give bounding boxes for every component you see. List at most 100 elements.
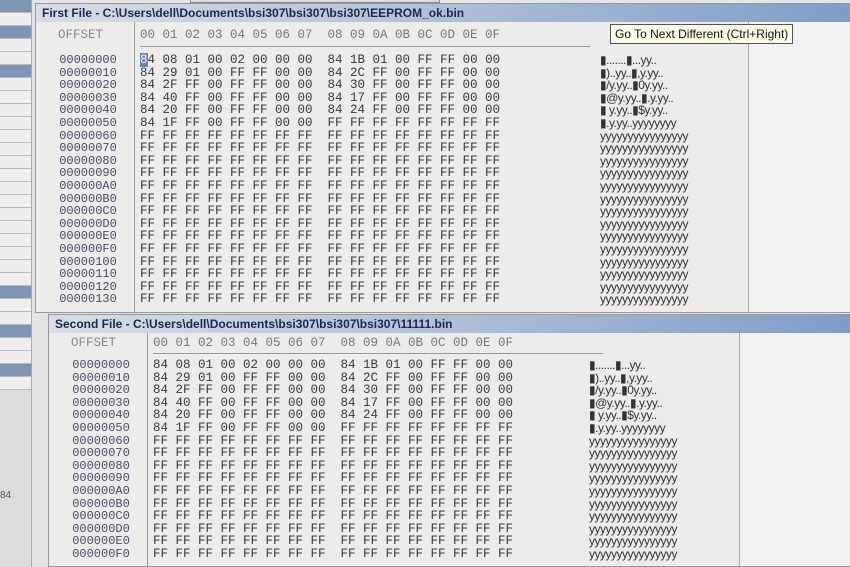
row-ascii: yyyyyyyyyyyyyyyy (589, 471, 678, 486)
row-hex-bytes[interactable]: 84 40 FF 00 FF FF 00 00 84 17 FF 00 FF F… (140, 90, 501, 105)
row-hex-bytes[interactable]: FF FF FF FF FF FF FF FF FF FF FF FF FF F… (140, 141, 501, 156)
row-hex-bytes[interactable]: FF FF FF FF FF FF FF FF FF FF FF FF FF F… (153, 483, 514, 498)
row-hex-bytes[interactable]: FF FF FF FF FF FF FF FF FF FF FF FF FF F… (140, 204, 501, 219)
sidebar-item[interactable] (0, 26, 31, 39)
offset-header: OFFSET (71, 336, 117, 350)
row-hex-bytes[interactable]: FF FF FF FF FF FF FF FF FF FF FF FF FF F… (140, 128, 501, 143)
sidebar-item[interactable] (0, 273, 31, 286)
sidebar-item[interactable] (0, 182, 31, 195)
sidebar-item[interactable] (0, 234, 31, 247)
sidebar-item[interactable] (0, 78, 31, 91)
row-hex-bytes[interactable]: FF FF FF FF FF FF FF FF FF FF FF FF FF F… (153, 521, 514, 536)
row-hex-bytes[interactable]: 84 1F FF 00 FF FF 00 00 FF FF FF FF FF F… (153, 420, 514, 435)
row-hex-bytes[interactable]: FF FF FF FF FF FF FF FF FF FF FF FF FF F… (140, 279, 501, 294)
sidebar-item[interactable] (0, 52, 31, 65)
row-hex-bytes[interactable]: FF FF FF FF FF FF FF FF FF FF FF FF FF F… (140, 241, 501, 256)
row-offset: 00000020 (59, 78, 117, 93)
row-offset: 00000060 (59, 128, 117, 143)
second-file-ascii-view[interactable]: ▮.......▮...yy.. ▮)..yy..▮,y.yy.. ▮/y.yy..… (589, 358, 678, 561)
sidebar-item[interactable] (0, 377, 31, 390)
sidebar-item[interactable] (0, 169, 31, 182)
sidebar-item[interactable] (0, 221, 31, 234)
row-hex-bytes[interactable]: 84 2F FF 00 FF FF 00 00 84 30 FF 00 FF F… (153, 383, 514, 398)
row-offset: 000000F0 (72, 546, 130, 561)
row-ascii: yyyyyyyyyyyyyyyy (600, 216, 689, 231)
row-hex-bytes[interactable]: 84 2F FF 00 FF FF 00 00 84 30 FF 00 FF F… (140, 78, 501, 93)
row-ascii: ▮@y.yy..▮.y.yy.. (600, 90, 674, 105)
sidebar-item[interactable] (0, 312, 31, 325)
row-ascii: ▮.y.yy..yyyyyyyy (600, 115, 677, 130)
sidebar-item[interactable] (0, 208, 31, 221)
row-hex-bytes[interactable]: 84 20 FF 00 FF FF 00 00 84 24 FF 00 FF F… (153, 408, 514, 423)
row-hex-bytes[interactable]: 84 08 01 00 02 00 00 00 84 1B 01 00 FF F… (153, 358, 514, 372)
row-hex-bytes[interactable]: FF FF FF FF FF FF FF FF FF FF FF FF FF F… (140, 229, 501, 244)
row-hex-bytes[interactable]: FF FF FF FF FF FF FF FF FF FF FF FF FF F… (153, 534, 514, 549)
sidebar-item[interactable] (0, 0, 31, 13)
row-hex-bytes[interactable]: 84 40 FF 00 FF FF 00 00 84 17 FF 00 FF F… (153, 395, 514, 410)
row-offset: 00000080 (72, 458, 130, 473)
row-ascii: yyyyyyyyyyyyyyyy (600, 267, 689, 282)
row-hex-bytes[interactable]: 84 20 FF 00 FF FF 00 00 84 24 FF 00 FF F… (140, 103, 501, 118)
row-hex-bytes[interactable]: FF FF FF FF FF FF FF FF FF FF FF FF FF F… (140, 292, 501, 307)
first-file-hex-view[interactable]: OFFSET 00 01 02 03 04 05 06 07 08 09 0A … (36, 22, 596, 312)
second-file-hex-view[interactable]: OFFSET 00 01 02 03 04 05 06 07 08 09 0A … (49, 333, 609, 566)
row-offset: 00000050 (59, 115, 117, 130)
sidebar-note: 84 (0, 490, 12, 501)
sidebar-item[interactable] (0, 247, 31, 260)
first-file-ascii-view[interactable]: ▮.......▮...yy.. ▮)..yy..▮,y.yy.. ▮/y.yy..… (600, 54, 689, 306)
row-hex-bytes[interactable]: FF FF FF FF FF FF FF FF FF FF FF FF FF F… (153, 458, 514, 473)
row-hex-bytes[interactable]: FF FF FF FF FF FF FF FF FF FF FF FF FF F… (153, 446, 514, 461)
sidebar-item[interactable] (0, 39, 31, 52)
sidebar-item[interactable] (0, 351, 31, 364)
row-ascii: yyyyyyyyyyyyyyyy (600, 229, 689, 244)
row-hex-bytes[interactable]: 84 29 01 00 FF FF 00 00 84 2C FF 00 FF F… (153, 370, 514, 385)
sidebar-item[interactable] (0, 364, 31, 377)
row-offset: 00000050 (72, 420, 130, 435)
file-list-sidebar[interactable]: 84 (0, 0, 32, 567)
row-offset: 000000D0 (72, 521, 130, 536)
row-hex-bytes[interactable]: FF FF FF FF FF FF FF FF FF FF FF FF FF F… (153, 496, 514, 511)
row-ascii: yyyyyyyyyyyyyyyy (600, 153, 689, 168)
row-hex-bytes[interactable]: FF FF FF FF FF FF FF FF FF FF FF FF FF F… (140, 254, 501, 269)
row-hex-bytes[interactable]: FF FF FF FF FF FF FF FF FF FF FF FF FF F… (140, 191, 501, 206)
row-offset: 00000120 (59, 279, 117, 294)
row-hex-bytes[interactable]: FF FF FF FF FF FF FF FF FF FF FF FF FF F… (153, 471, 514, 486)
row-offset: 00000030 (59, 90, 117, 105)
sidebar-item[interactable] (0, 156, 31, 169)
row-ascii: yyyyyyyyyyyyyyyy (589, 534, 678, 549)
row-hex-bytes[interactable]: FF FF FF FF FF FF FF FF FF FF FF FF FF F… (140, 216, 501, 231)
row-offset: 00000010 (59, 65, 117, 80)
sidebar-item[interactable] (0, 104, 31, 117)
sidebar-item[interactable] (0, 143, 31, 156)
row-hex-bytes[interactable]: FF FF FF FF FF FF FF FF FF FF FF FF FF F… (153, 546, 514, 561)
row-ascii: yyyyyyyyyyyyyyyy (600, 141, 689, 156)
row-ascii: ▮/y.yy..▮0y.yy.. (589, 383, 657, 398)
sidebar-item[interactable] (0, 65, 31, 78)
sidebar-item[interactable] (0, 299, 31, 312)
row-offset: 000000D0 (59, 216, 117, 231)
row-hex-bytes[interactable]: FF FF FF FF FF FF FF FF FF FF FF FF FF F… (140, 153, 501, 168)
row-ascii: ▮.......▮...yy.. (589, 358, 646, 372)
sidebar-item[interactable] (0, 13, 31, 26)
sidebar-item[interactable] (0, 130, 31, 143)
sidebar-item[interactable] (0, 286, 31, 299)
row-ascii: ▮ y.yy..▮$y.yy.. (589, 408, 657, 423)
row-hex-bytes[interactable]: FF FF FF FF FF FF FF FF FF FF FF FF FF F… (140, 267, 501, 282)
row-hex-bytes[interactable]: FF FF FF FF FF FF FF FF FF FF FF FF FF F… (153, 433, 514, 448)
row-offset: 000000E0 (72, 534, 130, 549)
sidebar-item[interactable] (0, 338, 31, 351)
row-hex-bytes[interactable]: 84 1F FF 00 FF FF 00 00 FF FF FF FF FF F… (140, 115, 501, 130)
row-hex-bytes[interactable]: FF FF FF FF FF FF FF FF FF FF FF FF FF F… (140, 178, 501, 193)
row-ascii: yyyyyyyyyyyyyyyy (589, 446, 678, 461)
row-hex-bytes[interactable]: 84 29 01 00 FF FF 00 00 84 2C FF 00 FF F… (140, 65, 501, 80)
sidebar-item[interactable] (0, 195, 31, 208)
row-offset: 000000C0 (59, 204, 117, 219)
sidebar-item[interactable] (0, 260, 31, 273)
row-ascii: ▮.y.yy..yyyyyyyy (589, 420, 666, 435)
row-hex-bytes[interactable]: FF FF FF FF FF FF FF FF FF FF FF FF FF F… (140, 166, 501, 181)
sidebar-item[interactable] (0, 91, 31, 104)
sidebar-item[interactable] (0, 325, 31, 338)
sidebar-item[interactable] (0, 117, 31, 130)
row-hex-bytes[interactable]: 84 08 01 00 02 00 00 00 84 1B 01 00 FF F… (140, 53, 501, 67)
row-hex-bytes[interactable]: FF FF FF FF FF FF FF FF FF FF FF FF FF F… (153, 509, 514, 524)
